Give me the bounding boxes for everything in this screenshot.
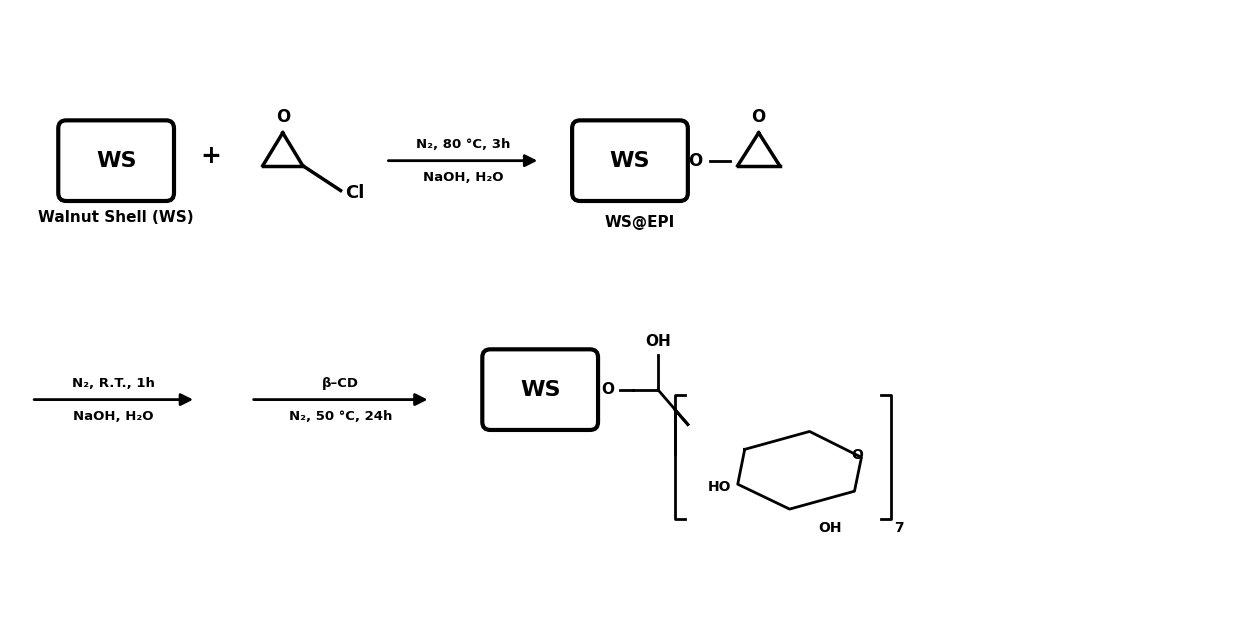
Text: NaOH, H₂O: NaOH, H₂O bbox=[73, 410, 154, 423]
Text: Cl: Cl bbox=[346, 184, 366, 202]
Text: O: O bbox=[275, 108, 290, 126]
Text: OH: OH bbox=[646, 334, 670, 349]
Text: N₂, 50 °C, 24h: N₂, 50 °C, 24h bbox=[289, 410, 393, 423]
Text: WS: WS bbox=[95, 151, 136, 170]
Text: N₂, R.T., 1h: N₂, R.T., 1h bbox=[72, 376, 155, 389]
Text: O: O bbox=[688, 152, 703, 170]
Text: O: O bbox=[601, 382, 615, 397]
FancyBboxPatch shape bbox=[572, 120, 688, 201]
Text: HO: HO bbox=[709, 480, 732, 494]
Text: β–CD: β–CD bbox=[322, 376, 359, 389]
Text: 7: 7 bbox=[895, 521, 904, 535]
Text: O: O bbox=[752, 108, 766, 126]
Text: WS: WS bbox=[610, 151, 650, 170]
Text: +: + bbox=[201, 144, 222, 167]
Text: N₂, 80 °C, 3h: N₂, 80 °C, 3h bbox=[415, 138, 510, 151]
Text: WS: WS bbox=[520, 379, 560, 400]
Text: NaOH, H₂O: NaOH, H₂O bbox=[422, 170, 503, 184]
Text: O: O bbox=[851, 448, 864, 463]
FancyBboxPatch shape bbox=[482, 349, 598, 430]
FancyBboxPatch shape bbox=[58, 120, 173, 201]
Text: WS@EPI: WS@EPI bbox=[605, 215, 675, 231]
Text: Walnut Shell (WS): Walnut Shell (WS) bbox=[38, 210, 195, 226]
Text: OH: OH bbox=[818, 521, 841, 535]
